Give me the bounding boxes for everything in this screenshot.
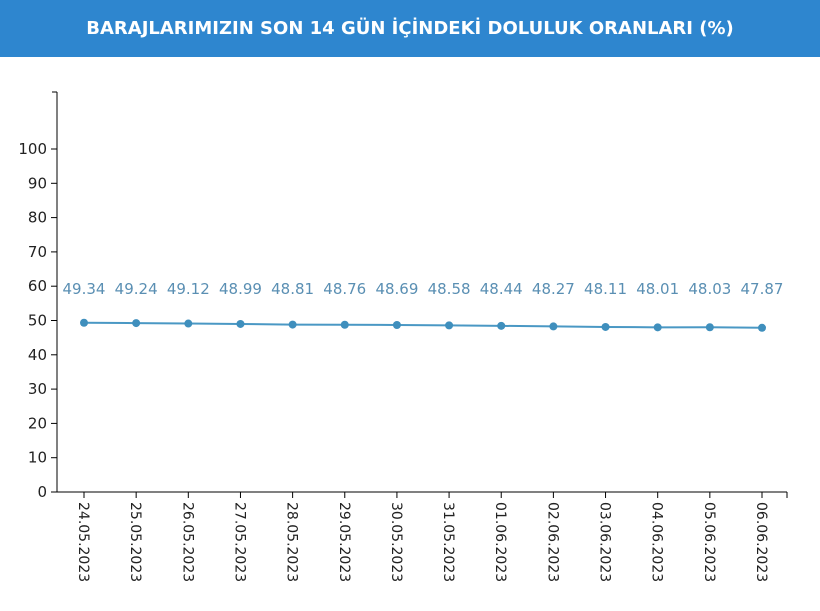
data-label: 49.34: [63, 280, 106, 298]
y-tick-label: 0: [37, 483, 47, 501]
data-point: [392, 320, 401, 329]
data-label: 48.99: [219, 280, 262, 298]
x-tick-label: 30.05.2023: [388, 502, 404, 582]
data-point: [497, 321, 506, 330]
data-point: [340, 320, 349, 329]
y-tick-label: 50: [28, 312, 47, 330]
x-tick-label: 26.05.2023: [179, 502, 195, 582]
x-tick-label: 05.06.2023: [701, 502, 717, 582]
y-tick-label: 20: [28, 414, 47, 432]
y-tick-label: 100: [18, 140, 47, 158]
data-point: [601, 322, 610, 331]
x-tick-label: 25.05.2023: [127, 502, 143, 582]
data-point: [288, 320, 297, 329]
data-label: 48.01: [636, 280, 679, 298]
data-label: 48.69: [375, 280, 418, 298]
data-point: [236, 319, 245, 328]
chart-header: BARAJLARIMIZIN SON 14 GÜN İÇİNDEKİ DOLUL…: [0, 0, 820, 57]
data-label: 48.58: [428, 280, 471, 298]
y-tick-label: 60: [28, 277, 47, 295]
y-tick-label: 70: [28, 243, 47, 261]
data-point: [445, 321, 454, 330]
data-label: 49.12: [167, 280, 210, 298]
data-label: 48.81: [271, 280, 314, 298]
chart-area: 0 10 20 30 40 50 60 70 80 90 100 24.05.2023 25.05.20…: [0, 57, 820, 611]
y-tick-label: 80: [28, 209, 47, 227]
chart-title: BARAJLARIMIZIN SON 14 GÜN İÇİNDEKİ DOLUL…: [86, 18, 734, 39]
data-point: [132, 319, 141, 328]
x-tick-label: 28.05.2023: [284, 502, 300, 582]
y-tick-label: 90: [28, 174, 47, 192]
data-label: 48.03: [688, 280, 731, 298]
y-tick-label: 10: [28, 449, 47, 467]
x-tick-label: 06.06.2023: [753, 502, 769, 582]
data-point: [758, 323, 766, 332]
data-point: [184, 319, 193, 328]
series-line: [83, 321, 763, 329]
x-tick-label: 03.06.2023: [597, 502, 613, 582]
y-tick-label: 40: [28, 346, 47, 364]
x-tick-label: 04.06.2023: [649, 502, 665, 582]
data-label: 49.24: [115, 280, 158, 298]
data-point: [653, 323, 662, 332]
data-label: 47.87: [741, 280, 784, 298]
data-point: [549, 322, 558, 331]
data-point: [705, 323, 714, 332]
data-label: 48.27: [532, 280, 575, 298]
x-tick-label: 27.05.2023: [231, 502, 247, 582]
x-tick-label: 02.06.2023: [544, 502, 560, 582]
line-chart: 0 10 20 30 40 50 60 70 80 90 100 24.05.2023 25.05.20…: [18, 91, 788, 582]
x-tick-label: 24.05.2023: [75, 502, 91, 582]
x-tick-label: 01.06.2023: [492, 502, 508, 582]
x-tick-label: 29.05.2023: [336, 502, 352, 582]
data-point: [80, 318, 88, 327]
data-label: 48.44: [480, 280, 523, 298]
data-label: 48.76: [323, 280, 366, 298]
y-tick-label: 30: [28, 380, 47, 398]
x-tick-label: 31.05.2023: [440, 502, 456, 582]
data-label: 48.11: [584, 280, 627, 298]
